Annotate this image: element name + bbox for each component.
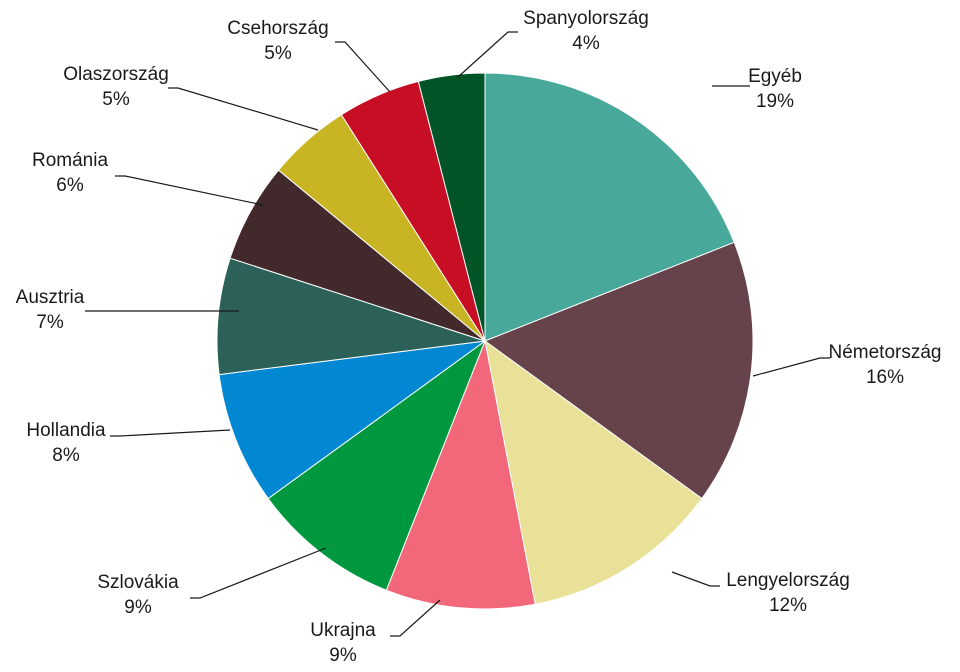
slice-percent-label: 12% <box>769 595 807 616</box>
pie-slice-egyeb <box>484 72 735 342</box>
leader-line-romania <box>115 175 264 206</box>
leader-line-olaszorszag <box>168 87 319 131</box>
leader-line-csehorszag <box>335 41 391 93</box>
slice-percent-label: 5% <box>264 43 292 64</box>
slice-name-label: Egyéb <box>748 66 802 87</box>
slice-name-label: Ausztria <box>16 287 85 308</box>
leader-lines <box>85 31 830 637</box>
slice-percent-label: 9% <box>124 597 152 618</box>
slice-percent-label: 4% <box>572 33 600 54</box>
pie-slices <box>216 72 754 610</box>
slice-percent-label: 9% <box>329 645 357 666</box>
slice-labels: Egyéb 19% Németország 16% Lengyelország 12% Uk… <box>16 8 942 666</box>
slice-percent-label: 7% <box>36 312 64 333</box>
leader-line-ukrajna <box>390 599 441 637</box>
pie-slice-lengyelorszag <box>484 339 703 605</box>
slice-name-label: Csehország <box>227 18 328 39</box>
pie-slice-szlovakia <box>267 339 487 591</box>
slice-percent-label: 6% <box>56 175 84 196</box>
slice-name-label: Olaszország <box>63 64 169 85</box>
slice-name-label: Spanyolország <box>523 8 649 29</box>
slice-name-label: Németország <box>829 342 942 363</box>
slice-percent-label: 5% <box>102 89 130 110</box>
slice-name-label: Szlovákia <box>97 572 179 593</box>
slice-name-label: Románia <box>32 150 108 171</box>
pie-slice-ukrajna <box>385 339 536 610</box>
leader-line-lengyelorszag <box>671 571 720 587</box>
slice-name-label: Ukrajna <box>310 620 376 641</box>
slice-percent-label: 8% <box>52 445 80 466</box>
slice-percent-label: 19% <box>756 91 794 112</box>
slice-name-label: Lengyelország <box>726 570 850 591</box>
slice-percent-label: 16% <box>866 367 904 388</box>
leader-line-hollandia <box>110 429 231 437</box>
pie-slice-ausztria <box>216 257 486 376</box>
pie-slice-hollandia <box>218 340 486 500</box>
pie-slice-nemetorszag <box>483 241 754 500</box>
leader-line-szlovakia <box>190 547 327 599</box>
slice-name-label: Hollandia <box>26 420 106 441</box>
leader-line-spanyolorszag <box>457 31 518 78</box>
leader-line-nemetorszag <box>752 357 830 377</box>
pie-slice-spanyolorszag <box>417 72 486 342</box>
